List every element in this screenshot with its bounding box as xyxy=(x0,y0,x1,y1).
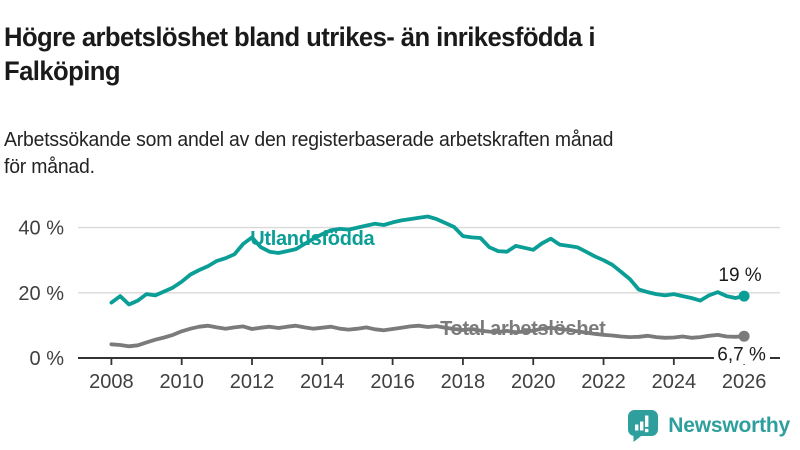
annotation-end-value-total: 6,7 % xyxy=(717,344,766,365)
x-tick-label-2018: 2018 xyxy=(441,371,486,393)
newsworthy-brand-name: Newsworthy xyxy=(668,414,790,437)
x-tick-label-2020: 2020 xyxy=(511,371,556,393)
y-tick-label-0: 0 % xyxy=(30,348,65,370)
x-tick-label-2026: 2026 xyxy=(722,371,767,393)
series-label-total-arbetsloshet: Total arbetslöshet xyxy=(440,318,606,340)
annotation-end-value-utlandsfodda: 19 % xyxy=(718,265,761,286)
x-tick-label-2014: 2014 xyxy=(300,371,345,393)
x-tick-label-2022: 2022 xyxy=(581,371,626,393)
newsworthy-logo-icon xyxy=(628,410,659,442)
series-line-utlandsfodda xyxy=(109,214,746,307)
chart-title: Högre arbetslöshet bland utrikes- än inr… xyxy=(4,20,800,88)
annotation-bg-end-value-total xyxy=(713,345,770,365)
chart-title-line-1: Högre arbetslöshet bland utrikes- än inr… xyxy=(4,22,596,53)
x-tick-label-2016: 2016 xyxy=(370,371,415,393)
newsworthy-brand: Newsworthy xyxy=(627,409,790,443)
series-end-dot-utlandsfodda xyxy=(738,290,750,302)
x-tick-label-2010: 2010 xyxy=(159,371,204,393)
chart-title-line-2: Falköping xyxy=(4,56,121,87)
x-tick-label-2012: 2012 xyxy=(230,371,275,393)
chart-subtitle-line-2: för månad. xyxy=(4,156,95,178)
series-label-utlandsfodda: Utlandsfödda xyxy=(250,228,375,250)
chart-subtitle: Arbetssökande som andel av den registerb… xyxy=(4,127,799,181)
series-end-dot-total-arbetsloshet xyxy=(738,330,750,342)
y-tick-label-20: 20 % xyxy=(18,283,64,305)
x-tick-label-2024: 2024 xyxy=(652,371,697,393)
chart-subtitle-line-1: Arbetssökande som andel av den registerb… xyxy=(4,129,614,151)
series-line-total-arbetsloshet xyxy=(109,323,746,349)
x-tick-label-2008: 2008 xyxy=(89,371,134,393)
y-tick-label-40: 40 % xyxy=(18,218,64,240)
